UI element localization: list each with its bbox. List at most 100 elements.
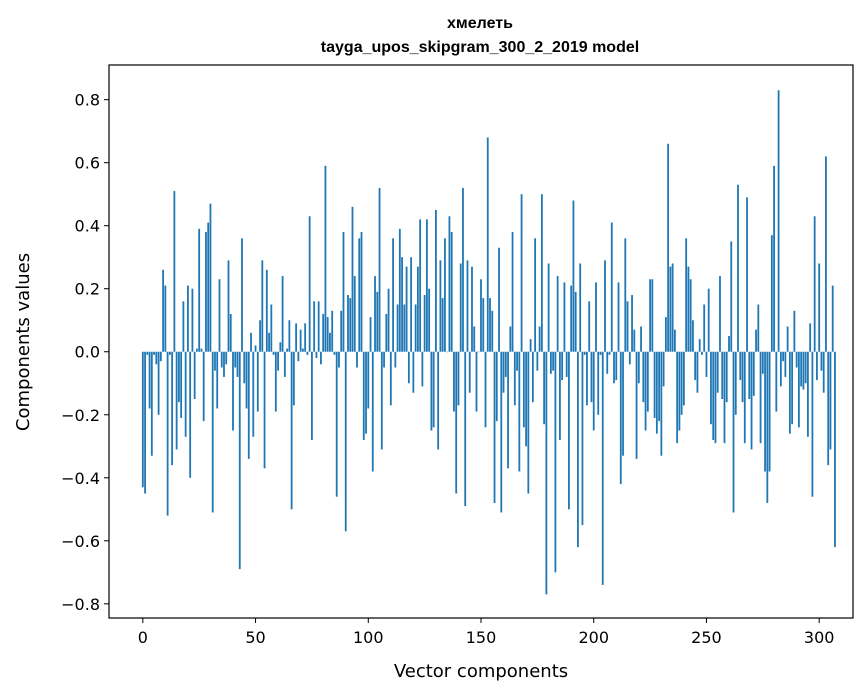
bar-78 [317, 301, 320, 352]
bar-199 [590, 351, 593, 403]
bar-290 [795, 351, 798, 368]
bar-54 [263, 351, 266, 469]
bar-300 [818, 263, 821, 352]
bar-187 [563, 282, 566, 352]
bar-2 [146, 351, 149, 355]
bar-48 [250, 332, 252, 352]
bar-79 [320, 351, 322, 365]
bar-250 [705, 351, 708, 377]
bar-267 [743, 351, 746, 444]
bar-100 [367, 351, 370, 409]
bar-87 [338, 351, 340, 368]
bar-137 [450, 232, 453, 352]
bar-89 [342, 232, 345, 352]
bar-4 [150, 351, 153, 456]
bar-144 [466, 260, 469, 352]
bar-94 [353, 276, 356, 352]
bar-11 [166, 351, 169, 516]
bar-59 [274, 351, 277, 412]
bar-293 [802, 351, 805, 390]
bar-62 [281, 276, 284, 352]
bar-272 [755, 329, 757, 352]
bar-57 [270, 304, 273, 352]
bar-134 [444, 238, 446, 352]
bar-281 [775, 351, 778, 412]
bar-51 [256, 351, 259, 412]
bar-194 [579, 263, 582, 352]
bar-259 [725, 351, 728, 403]
bar-198 [588, 301, 591, 352]
bar-170 [525, 351, 527, 447]
y-tick-label: 0.8 [75, 91, 100, 110]
x-tick-label: 50 [245, 628, 265, 647]
bar-181 [549, 351, 552, 374]
bar-200 [592, 351, 595, 431]
bar-294 [804, 351, 807, 384]
bar-196 [583, 351, 586, 355]
bar-212 [619, 351, 622, 485]
bar-218 [633, 329, 636, 352]
bar-265 [739, 351, 742, 381]
bar-178 [543, 351, 546, 425]
bar-156 [493, 351, 496, 503]
bar-202 [597, 351, 600, 415]
y-tick-label: 0.4 [75, 217, 100, 236]
bar-231 [662, 351, 665, 387]
bar-224 [646, 351, 649, 412]
chart-title-line-2: tayga_upos_skipgram_300_2_2019 model [321, 39, 639, 56]
bar-287 [788, 351, 791, 434]
bar-168 [520, 194, 523, 352]
bar-16 [177, 351, 180, 403]
bar-269 [748, 351, 751, 399]
bar-88 [340, 310, 343, 352]
bar-172 [529, 339, 532, 352]
bar-217 [631, 295, 633, 352]
bar-275 [761, 351, 764, 374]
bar-143 [464, 351, 467, 507]
bar-83 [329, 332, 331, 352]
bar-185 [559, 351, 561, 440]
bar-74 [308, 216, 311, 352]
bar-151 [482, 298, 485, 352]
bar-38 [227, 260, 230, 352]
bar-111 [392, 238, 394, 352]
bar-63 [283, 351, 286, 377]
bar-128 [430, 351, 433, 431]
bar-55 [265, 269, 268, 352]
bar-192 [574, 291, 577, 352]
bar-261 [730, 241, 733, 352]
y-tick-label: 0.2 [75, 280, 100, 299]
bar-216 [628, 351, 631, 365]
bar-92 [349, 298, 352, 352]
bar-116 [403, 304, 406, 352]
bar-141 [459, 263, 462, 352]
bar-110 [389, 351, 392, 406]
bar-90 [344, 351, 347, 532]
bar-154 [489, 298, 491, 352]
bar-76 [313, 301, 316, 352]
bar-209 [613, 351, 615, 384]
bar-299 [816, 351, 818, 381]
bar-66 [290, 351, 293, 510]
bar-41 [234, 351, 237, 368]
bar-86 [335, 351, 338, 497]
bar-215 [626, 301, 629, 352]
y-tick-label: 0.0 [75, 343, 100, 362]
bar-302 [822, 351, 825, 393]
bar-166 [516, 351, 518, 371]
bar-162 [507, 351, 509, 469]
bar-208 [610, 222, 613, 352]
bar-256 [719, 276, 721, 352]
x-tick-label: 300 [804, 628, 835, 647]
bar-242 [687, 266, 690, 352]
bar-113 [396, 304, 399, 352]
bar-286 [786, 326, 789, 352]
bar-155 [491, 310, 494, 352]
bar-40 [232, 351, 234, 431]
bar-240 [683, 351, 685, 406]
bar-140 [457, 351, 460, 406]
bar-12 [168, 351, 171, 355]
bar-174 [534, 238, 537, 352]
bar-115 [401, 257, 403, 352]
